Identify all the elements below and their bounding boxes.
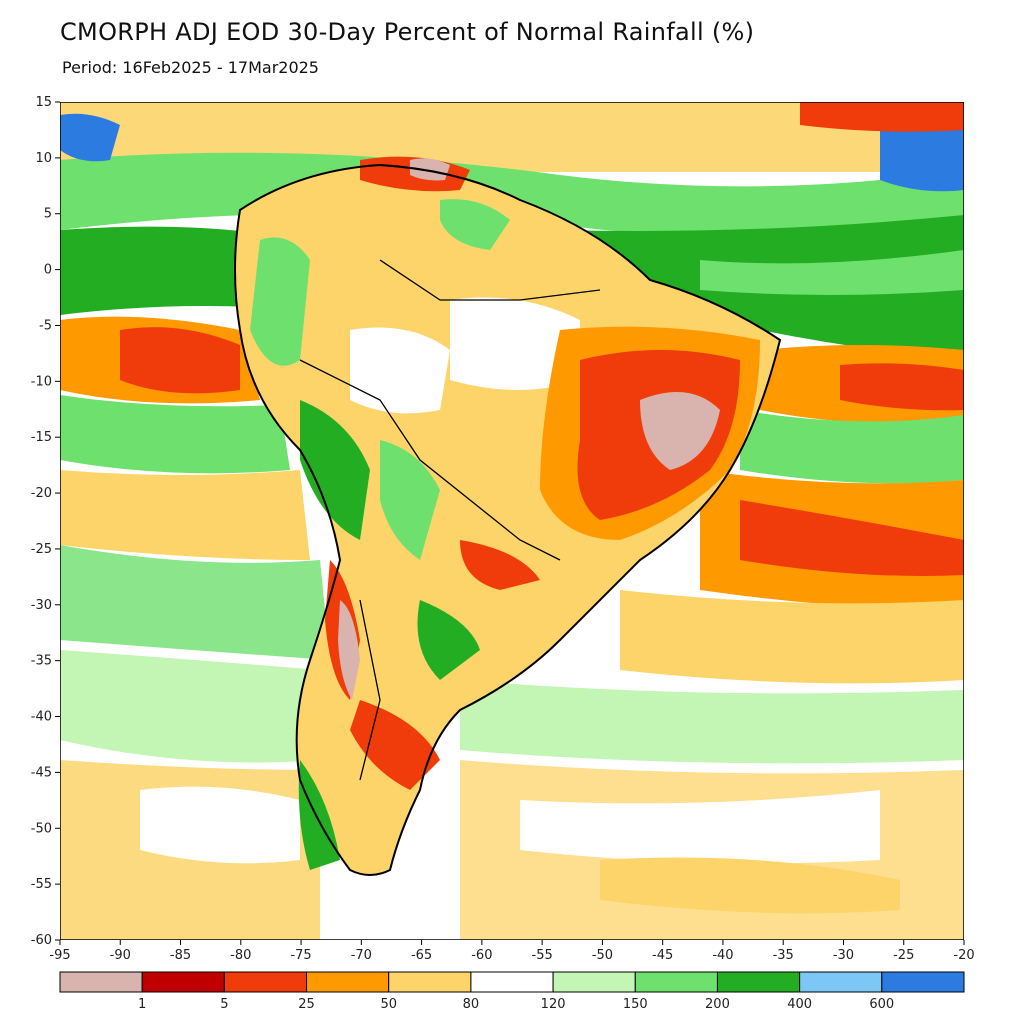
lon-tick-label: -90 [110,948,131,963]
lon-tick-label: -45 [652,948,673,963]
colorbar-swatch [306,971,390,993]
lat-tick-label: -40 [31,710,52,725]
lat-tick-label: -25 [31,542,52,557]
colorbar-swatch [716,971,801,993]
lon-tick-label: -95 [49,948,70,963]
lat-tick-label: -5 [39,318,52,333]
colorbar-label: 400 [787,997,812,1012]
lat-tick-label: 15 [35,95,52,110]
lon-tick-label: -65 [411,948,432,963]
lat-tick-label: -35 [31,654,52,669]
colorbar-legend: 1 5 25 50 80 120 150 200 400 600 [59,971,965,1012]
lon-tick-label: -50 [592,948,613,963]
lat-tick-label: 5 [44,207,52,222]
colorbar-swatch [634,971,718,993]
colorbar-label: 5 [220,997,228,1012]
colorbar-swatch [881,971,965,993]
colorbar-label: 600 [869,997,894,1012]
lon-tick-label: -35 [773,948,794,963]
longitude-axis: -95 -90 -85 -80 -75 -70 -65 -60 -55 -50 -45 -40 -35 -… [49,940,975,963]
lat-tick-label: 0 [44,263,52,278]
lon-tick-label: -25 [893,948,914,963]
lon-tick-label: -30 [833,948,854,963]
colorbar-swatch [799,971,883,993]
lat-tick-label: -45 [31,765,52,780]
lat-tick-label: -50 [31,821,52,836]
colorbar-swatch [59,971,143,993]
lat-tick-label: -15 [31,430,52,445]
lat-tick-label: -10 [31,374,52,389]
precipitation-field [60,102,964,940]
colorbar-label: 150 [623,997,648,1012]
lat-tick-label: -60 [31,933,52,948]
period-subtitle: Period: 16Feb2025 - 17Mar2025 [62,58,319,77]
colorbar-swatch [470,971,554,993]
colorbar-swatch [141,971,225,993]
lon-tick-label: -70 [351,948,372,963]
lon-tick-label: -40 [712,948,733,963]
colorbar-label: 120 [541,997,566,1012]
chart-title: CMORPH ADJ EOD 30-Day Percent of Normal … [60,18,755,46]
colorbar-label: 80 [463,997,480,1012]
lon-tick-label: -85 [170,948,191,963]
latitude-axis: 15 10 5 0 -5 -10 -15 -20 -25 -30 -35 -40 -45 -50 -55 -6… [31,95,60,948]
lat-tick-label: -20 [31,486,52,501]
lon-tick-label: -55 [532,948,553,963]
colorbar-swatch [388,971,472,993]
lon-tick-label: -20 [953,948,974,963]
colorbar-label: 50 [380,997,397,1012]
lon-tick-label: -80 [230,948,251,963]
colorbar-label: 200 [705,997,730,1012]
colorbar-label: 1 [138,997,146,1012]
lat-tick-label: -55 [31,877,52,892]
lat-tick-label: 10 [35,151,52,166]
lon-tick-label: -75 [290,948,311,963]
lon-tick-label: -60 [471,948,492,963]
lat-tick-label: -30 [31,598,52,613]
colorbar-swatch [552,971,636,993]
colorbar-label: 25 [298,997,315,1012]
colorbar-swatch [223,971,308,993]
